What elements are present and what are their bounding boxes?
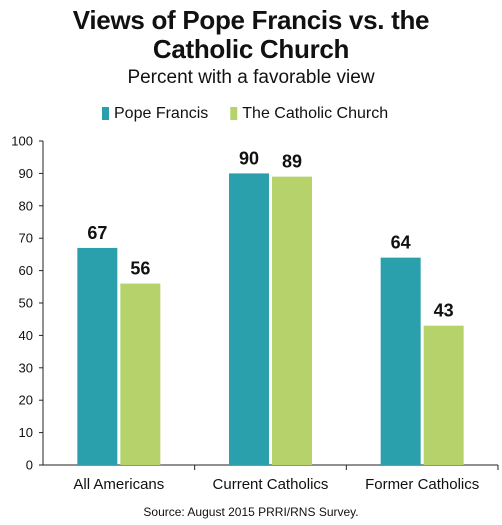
y-tick-label: 70: [19, 231, 33, 246]
y-tick-label: 80: [19, 198, 33, 213]
y-tick-label: 90: [19, 166, 33, 181]
bar-1-3: [380, 257, 421, 465]
x-category-label: All Americans: [73, 476, 164, 493]
bar-2-1: [120, 283, 161, 465]
data-label-2-3: 43: [434, 301, 454, 321]
y-tick-label: 30: [19, 360, 33, 375]
bar-2-2: [272, 176, 312, 465]
chart-title-line-1: Views of Pope Francis vs. the: [72, 5, 430, 35]
chart-subtitle: Percent with a favorable view: [127, 67, 375, 88]
data-label-1-1: 67: [87, 223, 107, 243]
x-category-label: Current Catholics: [213, 476, 329, 493]
legend-label-2: The Catholic Church: [242, 105, 388, 122]
legend-swatch-2: [230, 107, 238, 120]
bar-1-2: [229, 173, 269, 465]
y-tick-label: 40: [19, 328, 33, 343]
bar-2-3: [423, 325, 464, 465]
bar-1-1: [77, 247, 118, 465]
x-category-label: Former Catholics: [365, 476, 479, 493]
chart-title: Views of Pope Francis vs. the Catholic C…: [0, 6, 502, 64]
legend-label-1: Pope Francis: [114, 105, 208, 122]
source-note: Source: August 2015 PRRI/RNS Survey.: [143, 505, 359, 519]
y-tick-label: 10: [19, 425, 33, 440]
y-tick-label: 100: [11, 134, 33, 149]
data-label-1-2: 90: [239, 148, 259, 168]
y-tick-label: 20: [19, 393, 33, 408]
data-label-2-2: 89: [282, 152, 302, 172]
y-tick-label: 60: [19, 263, 33, 278]
data-label-1-3: 64: [391, 233, 411, 253]
chart-title-line-2: Catholic Church: [152, 34, 350, 64]
y-tick-label: 0: [26, 458, 33, 473]
y-tick-label: 50: [19, 296, 33, 311]
data-label-2-1: 56: [130, 259, 150, 279]
legend-swatch-1: [102, 107, 109, 120]
